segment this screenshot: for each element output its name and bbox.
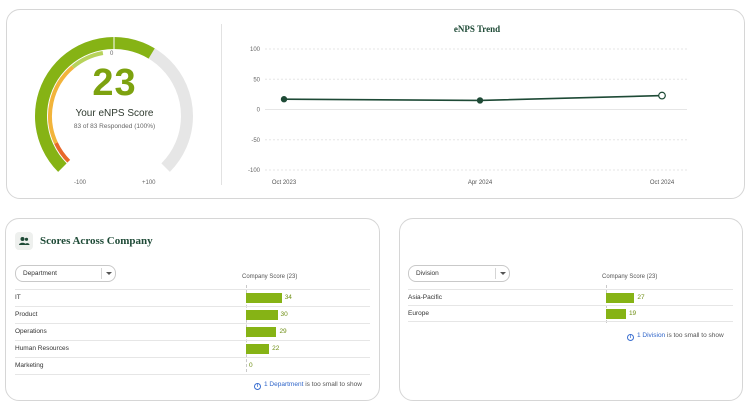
y-tick-label: 100: [250, 47, 261, 53]
gauge-band-passive: [48, 65, 75, 144]
enps-gauge: 23 Your eNPS Score 83 of 83 Responded (1…: [22, 24, 207, 194]
score-value: 30: [280, 311, 288, 318]
row-label: IT: [15, 294, 21, 301]
gauge-band-detractor: [54, 142, 71, 163]
row-divider: [15, 357, 370, 358]
row-label: Product: [15, 311, 38, 318]
row-divider: [408, 305, 733, 306]
enps-score-value: 23: [92, 62, 137, 104]
score-bar: [246, 327, 277, 337]
data-point: [476, 97, 484, 104]
data-point: [280, 96, 288, 103]
responded-count: 83 of 83 Responded (100%): [73, 123, 156, 130]
enps-overview-card: 23 Your eNPS Score 83 of 83 Responded (1…: [6, 9, 745, 199]
division-select-value: Division: [416, 270, 439, 277]
card-title: Scores Across Company: [40, 235, 153, 247]
score-bar: [246, 344, 270, 354]
chevron-down-icon: [500, 272, 506, 275]
data-point: [658, 91, 666, 100]
row-divider: [408, 321, 733, 322]
department-select[interactable]: Department: [15, 265, 116, 282]
gauge-tick-zero: 0: [110, 51, 114, 57]
score-value: 0: [249, 362, 253, 369]
row-label: Operations: [15, 328, 47, 335]
division-select[interactable]: Division: [408, 265, 510, 282]
score-bar: [246, 293, 282, 303]
score-value: 19: [628, 310, 637, 317]
info-icon: i: [254, 383, 261, 390]
too-small-link[interactable]: 1 Division: [637, 332, 666, 339]
department-select-value: Department: [23, 270, 57, 277]
too-small-link[interactable]: 1 Department: [264, 381, 304, 388]
gauge-tick-min: -100: [74, 180, 87, 186]
division-scores-card: Division Company Score (23) Asia-Pacific…: [399, 218, 743, 401]
row-divider: [408, 289, 733, 290]
score-bar: [606, 309, 626, 319]
row-divider: [15, 306, 370, 307]
score-value: 22: [272, 345, 280, 352]
row-label: Marketing: [15, 362, 44, 369]
x-tick-label: Oct 2024: [650, 180, 675, 186]
row-label: Asia-Pacific: [408, 294, 442, 301]
company-score-header: Company Score (23): [242, 274, 298, 280]
score-bar: [606, 293, 635, 303]
people-icon: [15, 232, 33, 250]
score-value: 29: [279, 328, 287, 335]
trend-chart: 100 50 0 -50 -100 Oct 2023 Apr 2024 Oct 2024: [248, 47, 687, 186]
y-tick-label: -50: [251, 138, 260, 144]
scores-across-company-card: Scores Across Company Department Company…: [5, 218, 380, 401]
row-divider: [15, 374, 370, 375]
section-divider: [221, 24, 222, 185]
series-line: [283, 94, 663, 102]
x-tick-label: Apr 2024: [468, 180, 493, 186]
company-score-header: Company Score (23): [602, 274, 658, 280]
y-tick-label: 0: [257, 108, 261, 114]
row-divider: [15, 323, 370, 324]
y-tick-label: 50: [253, 77, 260, 83]
score-value: 27: [637, 294, 645, 301]
gauge-fill: [35, 37, 155, 172]
score-value: 34: [284, 294, 292, 301]
gauge-arc: [35, 37, 193, 172]
x-tick-label: Oct 2023: [272, 180, 297, 186]
enps-score-label: Your eNPS Score: [75, 108, 154, 119]
gauge-tick-max: +100: [142, 180, 156, 186]
chevron-down-icon: [106, 272, 112, 275]
row-label: Europe: [408, 310, 429, 317]
trend-chart-title: eNPS Trend: [453, 24, 501, 34]
company-score-reference-line: [606, 285, 607, 323]
y-tick-label: -100: [248, 168, 261, 174]
info-icon: i: [627, 334, 634, 341]
row-divider: [15, 289, 370, 290]
row-label: Human Resources: [15, 345, 69, 352]
row-divider: [15, 340, 370, 341]
score-bar: [246, 310, 278, 320]
gauge-band-promoter: [71, 51, 104, 69]
